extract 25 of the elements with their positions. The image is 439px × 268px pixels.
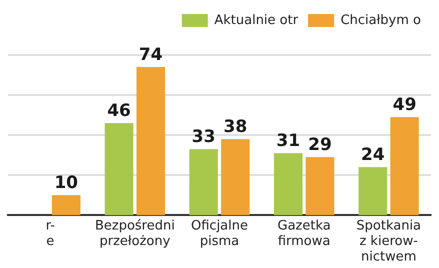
bar bbox=[52, 195, 80, 216]
x-tick-label: Gazetka firmowa bbox=[277, 218, 331, 249]
x-tick-label: r- e bbox=[46, 218, 56, 249]
data-label: 31 bbox=[276, 131, 300, 152]
bar bbox=[358, 167, 388, 216]
x-tick-label: Bezpośredni przełożony bbox=[94, 218, 175, 249]
x-tick-label: Oficjalne pisma bbox=[191, 218, 248, 249]
data-label: 46 bbox=[107, 101, 131, 122]
data-label: 10 bbox=[54, 173, 78, 194]
data-label: 29 bbox=[308, 135, 332, 156]
bar bbox=[189, 149, 218, 216]
legend-label: Chciałbym o bbox=[340, 12, 422, 28]
bar bbox=[274, 153, 303, 216]
bar bbox=[390, 117, 419, 216]
bar bbox=[104, 123, 134, 216]
x-tick-label: Spotkania z kierow- nictwem bbox=[356, 218, 422, 265]
data-label: 38 bbox=[224, 117, 248, 138]
data-label: 49 bbox=[392, 95, 416, 115]
bar bbox=[306, 157, 334, 216]
data-label: 24 bbox=[361, 145, 385, 166]
legend-label: Aktualnie otr bbox=[214, 12, 299, 28]
bar bbox=[136, 67, 166, 216]
data-label: 74 bbox=[138, 44, 163, 65]
bar bbox=[221, 139, 250, 216]
data-label: 33 bbox=[192, 127, 216, 148]
